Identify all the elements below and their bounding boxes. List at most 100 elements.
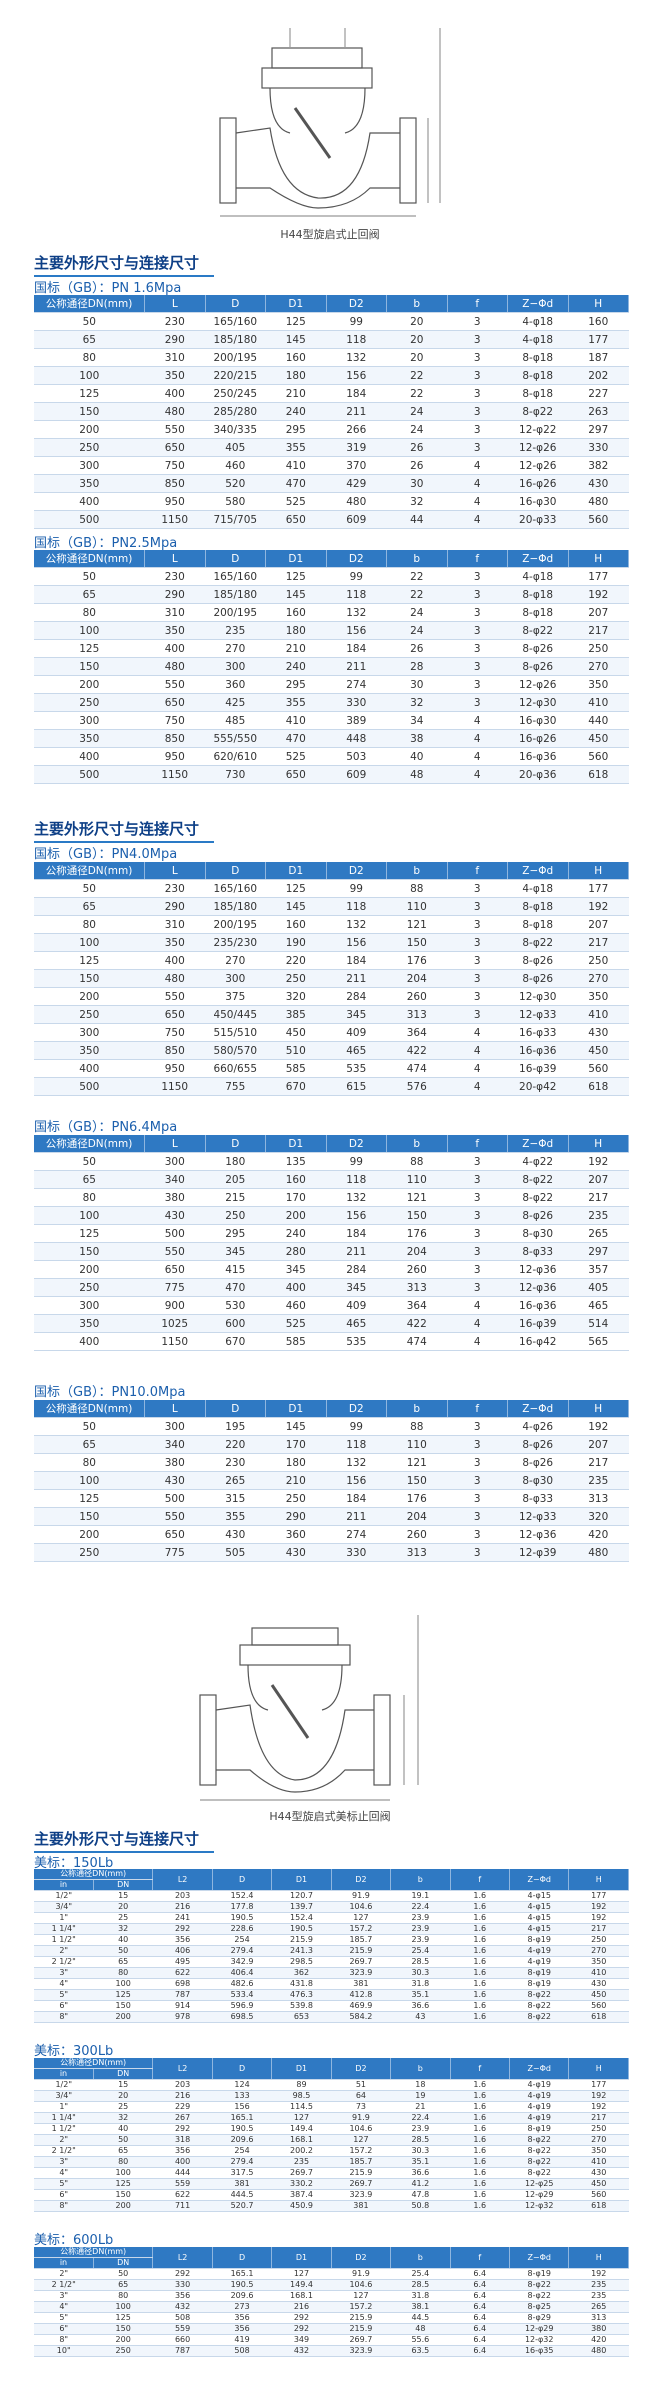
table-cell: 292 xyxy=(271,2323,332,2335)
table-cell: 50 xyxy=(34,1152,145,1171)
table-cell: 36.6 xyxy=(390,2000,451,2012)
table-cell: 1.6 xyxy=(450,2200,510,2212)
table-cell: 1" xyxy=(34,1912,94,1924)
table-cell: 270 xyxy=(205,639,266,658)
table-cell: 279.4 xyxy=(212,1945,272,1957)
table-row: 1/2" 15 203 124 89 51 18 1.6 4-φ19 177 xyxy=(34,2079,629,2091)
table-cell: 48 xyxy=(386,765,447,784)
table-cell: 8-φ22 xyxy=(509,2134,569,2146)
table-cell: 50.8 xyxy=(390,2200,451,2212)
table-cell: 3 xyxy=(447,879,508,898)
table-cell: 230 xyxy=(144,879,205,898)
table-cell: 295 xyxy=(265,675,326,694)
table-cell: 250 xyxy=(34,1278,145,1297)
table-cell: 1.6 xyxy=(450,1989,510,2001)
table-row: 50 230 165/160 125 99 88 3 4-φ18 177 xyxy=(34,879,629,898)
table-cell: 4-φ19 xyxy=(509,1945,569,1957)
table-cell: 180 xyxy=(265,621,326,640)
table-holder: 公称通径DN(mm) L D D1 D2 b f Z−Φd H 50 230 165/160 125 99… xyxy=(34,862,629,1096)
table-cell: 330 xyxy=(326,693,387,712)
table-cell: 360 xyxy=(265,1525,326,1544)
table-cell: 585 xyxy=(265,1332,326,1351)
table-head: 公称通径DN(mm) L D D1 D2 b f Z−Φd H xyxy=(34,1400,629,1418)
table-cell: 22.4 xyxy=(390,2112,451,2124)
table-cell: 3 xyxy=(447,1543,508,1562)
table-cell: 3 xyxy=(447,348,508,367)
table-cell: 3 xyxy=(447,1188,508,1207)
table-row: 300 750 460 410 370 26 4 12-φ26 382 xyxy=(34,456,629,475)
table-cell: 356 xyxy=(152,1934,213,1946)
table-cell: 190.5 xyxy=(212,1912,272,1924)
table-cell: 99 xyxy=(326,567,387,586)
table-cell: 215.9 xyxy=(331,2312,391,2324)
table-cell: 20 xyxy=(93,2090,153,2102)
table-cell: 168.1 xyxy=(271,2290,332,2302)
table-row: 8" 200 978 698.5 653 584.2 43 1.6 8-φ22 618 xyxy=(34,2011,629,2023)
table-row: 4" 100 432 273 216 157.2 38.1 6.4 8-φ25 265 xyxy=(34,2301,629,2313)
table-row: 125 400 270 220 184 176 3 8-φ26 250 xyxy=(34,951,629,970)
table-cell: 192 xyxy=(568,1901,629,1913)
table-cell: 8-φ22 xyxy=(509,2167,569,2179)
table-cell: 345 xyxy=(326,1005,387,1024)
column-header: D2 xyxy=(326,550,387,568)
table-cell: 8-φ22 xyxy=(509,2156,569,2168)
table-cell: 160 xyxy=(265,603,326,622)
table-label: 美标：600Lb xyxy=(34,2233,114,2248)
table-cell: 20 xyxy=(386,348,447,367)
table-cell: 120.7 xyxy=(271,1890,332,1902)
table-cell: 3 xyxy=(447,621,508,640)
table-row: 50 230 165/160 125 99 20 3 4-φ18 160 xyxy=(34,312,629,331)
table-row: 100 350 220/215 180 156 22 3 8-φ18 202 xyxy=(34,366,629,385)
table-cell: 165.1 xyxy=(212,2112,272,2124)
table-cell: 1.6 xyxy=(450,2000,510,2012)
table-cell: 730 xyxy=(205,765,266,784)
table-cell: 525 xyxy=(265,1314,326,1333)
table-cell: 30.3 xyxy=(390,2145,451,2157)
table-cell: 270 xyxy=(568,969,629,988)
table-cell: 35.1 xyxy=(390,2156,451,2168)
table-cell: 320 xyxy=(568,1507,629,1526)
table-cell: 125 xyxy=(34,1489,145,1508)
table-cell: 364 xyxy=(386,1296,447,1315)
table-cell: 3 xyxy=(447,1525,508,1544)
table-cell: 3 xyxy=(447,438,508,457)
table-cell: 21 xyxy=(390,2101,451,2113)
table-cell: 150 xyxy=(386,1471,447,1490)
column-header: b xyxy=(390,2247,451,2269)
table-cell: 419 xyxy=(212,2334,272,2346)
table-cell: 65 xyxy=(34,1170,145,1189)
table-row: 150 550 355 290 211 204 3 12-φ33 320 xyxy=(34,1507,629,1526)
table-cell: 12-φ36 xyxy=(507,1525,568,1544)
table-cell: 32 xyxy=(93,2112,153,2124)
table-row: 1 1/4" 32 292 228.6 190.5 157.2 23.9 1.6 4-φ15 21… xyxy=(34,1923,629,1935)
table-cell: 121 xyxy=(386,1188,447,1207)
table-cell: 229 xyxy=(152,2101,213,2113)
table-cell: 8-φ33 xyxy=(507,1242,568,1261)
table-cell: 24 xyxy=(386,402,447,421)
table-row: 1 1/2" 40 356 254 215.9 185.7 23.9 1.6 8-φ19 250 xyxy=(34,1934,629,1946)
table-cell: 8-φ26 xyxy=(507,1435,568,1454)
table-cell: 330 xyxy=(326,1543,387,1562)
table-cell: 8" xyxy=(34,2200,94,2212)
table-cell: 3 xyxy=(447,1489,508,1508)
table-cell: 350 xyxy=(34,1314,145,1333)
table-cell: 400 xyxy=(144,951,205,970)
column-header: b xyxy=(386,1400,448,1418)
column-header: D xyxy=(212,2058,273,2080)
table-cell: 50 xyxy=(93,2268,153,2280)
table-cell: 480 xyxy=(568,492,629,511)
table-cell: 480 xyxy=(568,2345,629,2357)
table-cell: 3 xyxy=(447,366,508,385)
table-cell: 241.3 xyxy=(271,1945,332,1957)
table-cell: 156 xyxy=(212,2101,272,2113)
table-cell: 210 xyxy=(265,1471,326,1490)
table-cell: 38.1 xyxy=(390,2301,451,2313)
table-row: 2 1/2" 65 330 190.5 149.4 104.6 28.5 6.4 8-φ22 23… xyxy=(34,2279,629,2291)
table-cell: 200.2 xyxy=(271,2145,332,2157)
table-cell: 12-φ22 xyxy=(507,420,568,439)
table-cell: 711 xyxy=(152,2200,213,2212)
table-cell: 216 xyxy=(152,1901,213,1913)
table-cell: 190.5 xyxy=(212,2279,272,2291)
table-cell: 8-φ22 xyxy=(509,2000,569,2012)
table-cell: 320 xyxy=(265,987,326,1006)
